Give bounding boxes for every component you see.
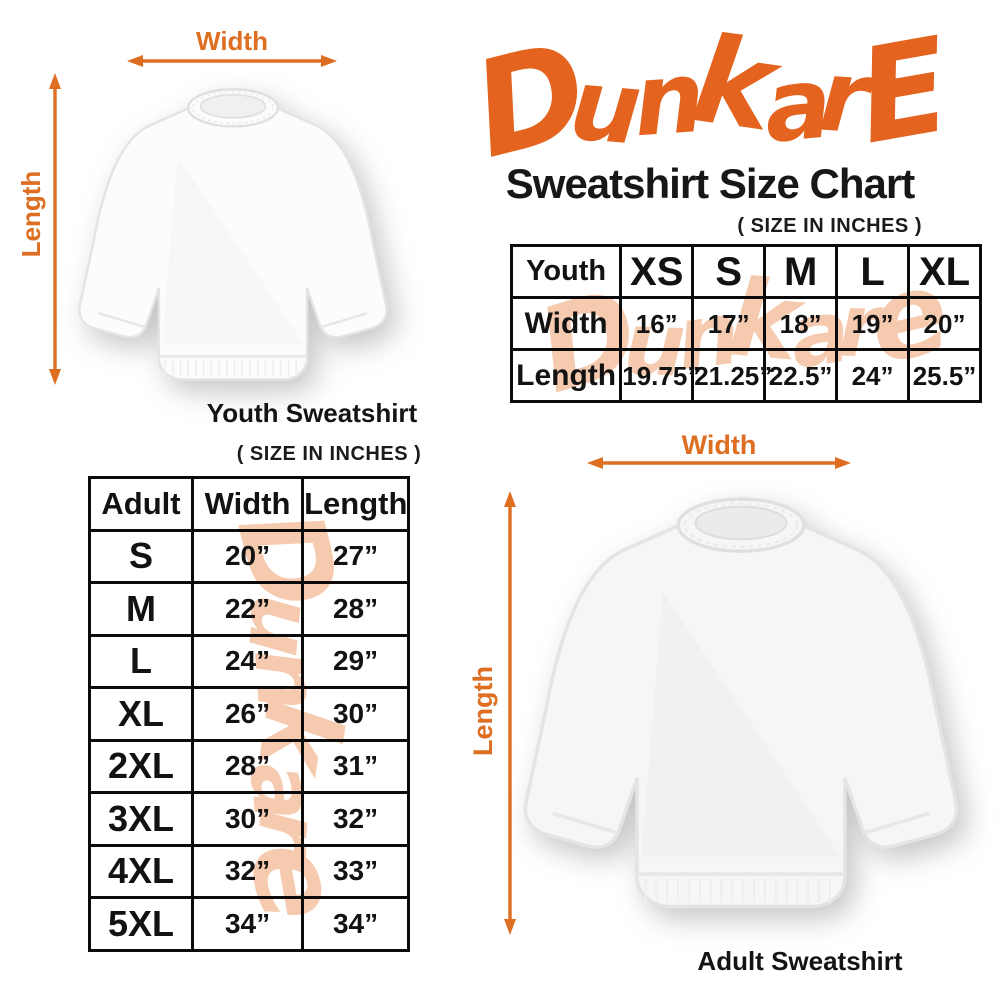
- cell: 5XL: [87, 896, 195, 952]
- youth-size-note: ( SIZE IN INCHES ): [737, 215, 922, 237]
- adult-sweatshirt-image: [498, 458, 984, 952]
- table-row: Width 16” 17” 18” 19” 20”: [509, 296, 982, 351]
- cell: 4XL: [87, 843, 195, 899]
- header-cell: M: [763, 244, 839, 299]
- cell: 24”: [191, 633, 305, 689]
- cell: 33”: [301, 843, 410, 899]
- cell: 24”: [835, 348, 911, 403]
- cell: 32”: [301, 791, 410, 847]
- cell: 32”: [191, 843, 305, 899]
- youth-sweatshirt-caption: Youth Sweatshirt: [206, 398, 418, 428]
- header-cell: L: [835, 244, 911, 299]
- adult-size-table: Adult Width Length S 20” 27” M 22” 28” L 24” 29” XL 2…: [87, 476, 410, 952]
- cell: 30”: [301, 686, 410, 742]
- cell: 34”: [301, 896, 410, 952]
- adult-size-note: ( SIZE IN INCHES ): [236, 443, 422, 465]
- cell: 20”: [907, 296, 982, 351]
- youth-size-table: Youth XS S M L XL Width 16” 17” 18” 19” 20” Length 19…: [509, 244, 982, 403]
- cell: XL: [87, 686, 195, 742]
- youth-width-label: Width: [196, 26, 268, 56]
- adult-width-arrow-icon: [587, 457, 851, 469]
- table-row: 2XL 28” 31”: [87, 738, 410, 794]
- cell: L: [87, 633, 195, 689]
- cell: 30”: [191, 791, 305, 847]
- cell: 28”: [301, 581, 410, 637]
- header-cell: Width: [191, 476, 305, 532]
- cell: 26”: [191, 686, 305, 742]
- adult-sweatshirt-caption: Adult Sweatshirt: [697, 946, 903, 976]
- cell: 17”: [691, 296, 767, 351]
- adult-width-label: Width: [681, 430, 757, 460]
- table-header-row: Youth XS S M L XL: [509, 244, 982, 299]
- table-row: XL 26” 30”: [87, 686, 410, 742]
- cell: 29”: [301, 633, 410, 689]
- cell: 27”: [301, 528, 410, 584]
- table-row: 4XL 32” 33”: [87, 843, 410, 899]
- cell: 21.25”: [691, 348, 772, 403]
- cell: 22”: [191, 581, 305, 637]
- table-row: Length 19.75” 21.25” 22.5” 24” 25.5”: [509, 348, 982, 403]
- table-row: 5XL 34” 34”: [87, 896, 410, 952]
- header-cell: XS: [619, 244, 695, 299]
- youth-length-label: Length: [16, 170, 46, 258]
- cell: 20”: [191, 528, 305, 584]
- cell: 2XL: [87, 738, 195, 794]
- header-cell: Youth: [509, 244, 623, 299]
- cell: 25.5”: [907, 348, 982, 403]
- cell: 22.5”: [763, 348, 839, 403]
- cell: 19.75”: [619, 348, 700, 403]
- youth-length-arrow-icon: [49, 73, 61, 385]
- cell: 16”: [619, 296, 695, 351]
- table-row: L 24” 29”: [87, 633, 410, 689]
- table-row: M 22” 28”: [87, 581, 410, 637]
- cell: 28”: [191, 738, 305, 794]
- header-cell: Adult: [87, 476, 195, 532]
- adult-length-arrow-icon: [504, 491, 516, 935]
- cell: 19”: [835, 296, 911, 351]
- cell: 3XL: [87, 791, 195, 847]
- cell: M: [87, 581, 195, 637]
- adult-length-label: Length: [468, 666, 498, 756]
- cell: Length: [509, 348, 623, 403]
- cell: S: [87, 528, 195, 584]
- youth-sweatshirt-image: [55, 60, 411, 412]
- table-row: S 20” 27”: [87, 528, 410, 584]
- page-title: Sweatshirt Size Chart: [505, 160, 915, 207]
- table-header-row: Adult Width Length: [87, 476, 410, 532]
- header-cell: Length: [301, 476, 410, 532]
- cell: 18”: [763, 296, 839, 351]
- youth-width-arrow-icon: [127, 55, 337, 67]
- header-cell: S: [691, 244, 767, 299]
- cell: 31”: [301, 738, 410, 794]
- cell: Width: [509, 296, 623, 351]
- header-cell: XL: [907, 244, 982, 299]
- table-row: 3XL 30” 32”: [87, 791, 410, 847]
- cell: 34”: [191, 896, 305, 952]
